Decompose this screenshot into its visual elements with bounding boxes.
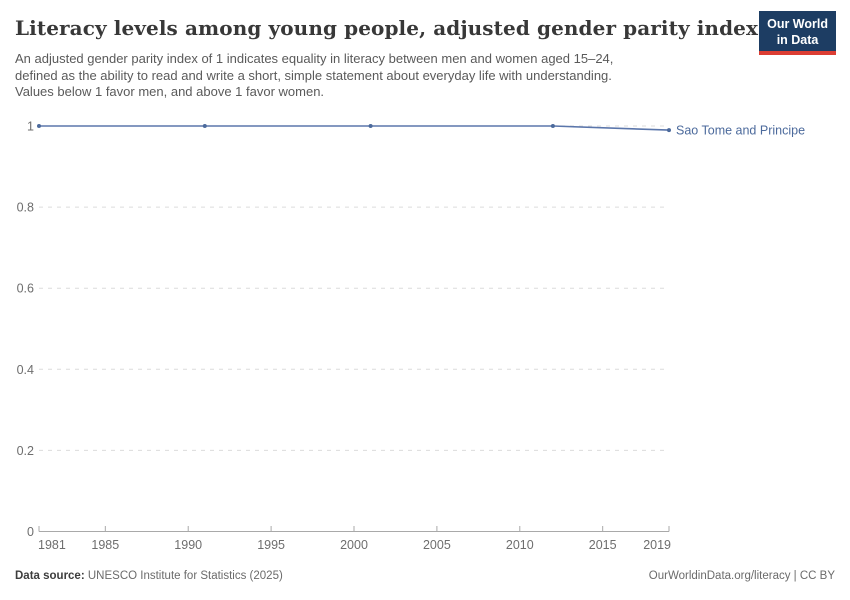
subtitle-line: An adjusted gender parity index of 1 ind… bbox=[15, 51, 614, 66]
y-axis-tick-label: 0.4 bbox=[17, 363, 34, 377]
data-source-note[interactable]: Data source: UNESCO Institute for Statis… bbox=[15, 569, 283, 584]
x-axis-tick-label: 2010 bbox=[506, 538, 534, 552]
y-axis-tick-label: 0.6 bbox=[17, 282, 34, 296]
y-axis-tick-label: 0.8 bbox=[17, 201, 34, 215]
x-axis-tick-label: 1985 bbox=[91, 538, 119, 552]
data-point-marker bbox=[550, 124, 555, 128]
chart-footer: Data source: UNESCO Institute for Statis… bbox=[15, 569, 835, 584]
series-entity-label[interactable]: Sao Tome and Principe bbox=[676, 124, 805, 138]
y-axis-tick-label: 0 bbox=[27, 525, 34, 539]
data-source-label: Data source: bbox=[15, 570, 85, 582]
data-source-value: UNESCO Institute for Statistics (2025) bbox=[87, 570, 283, 582]
chart-subtitle: An adjusted gender parity index of 1 ind… bbox=[15, 51, 613, 101]
owid-logo-text-line2: in Data bbox=[776, 33, 819, 47]
subtitle-line: Values below 1 favor men, and above 1 fa… bbox=[15, 84, 325, 99]
x-axis-tick-label: 1981 bbox=[38, 538, 66, 552]
x-axis-tick-label: 2019 bbox=[643, 538, 671, 552]
data-point-marker bbox=[37, 124, 41, 128]
x-axis-tick-label: 1995 bbox=[257, 538, 285, 552]
data-point-marker bbox=[667, 128, 671, 133]
series-line bbox=[39, 125, 670, 131]
y-axis-tick-label: 1 bbox=[27, 120, 34, 134]
subtitle-line: defined as the ability to read and write… bbox=[15, 67, 612, 83]
x-axis-tick-label: 1990 bbox=[174, 538, 202, 552]
owid-logo[interactable]: Our World in Data bbox=[759, 11, 836, 55]
page-title: Literacy levels among young people, adju… bbox=[15, 16, 759, 40]
data-point-marker bbox=[202, 124, 207, 128]
owid-logo-text-line1: Our World bbox=[767, 17, 828, 31]
x-axis-tick-label: 2005 bbox=[423, 538, 451, 552]
x-axis-tick-label: 2000 bbox=[340, 538, 368, 552]
x-axis-tick-label: 2015 bbox=[589, 538, 617, 552]
data-point-marker bbox=[368, 124, 373, 128]
attribution-link[interactable]: OurWorldinData.org/literacy | CC BY bbox=[648, 570, 835, 582]
y-axis-tick-label: 0.2 bbox=[17, 444, 34, 458]
